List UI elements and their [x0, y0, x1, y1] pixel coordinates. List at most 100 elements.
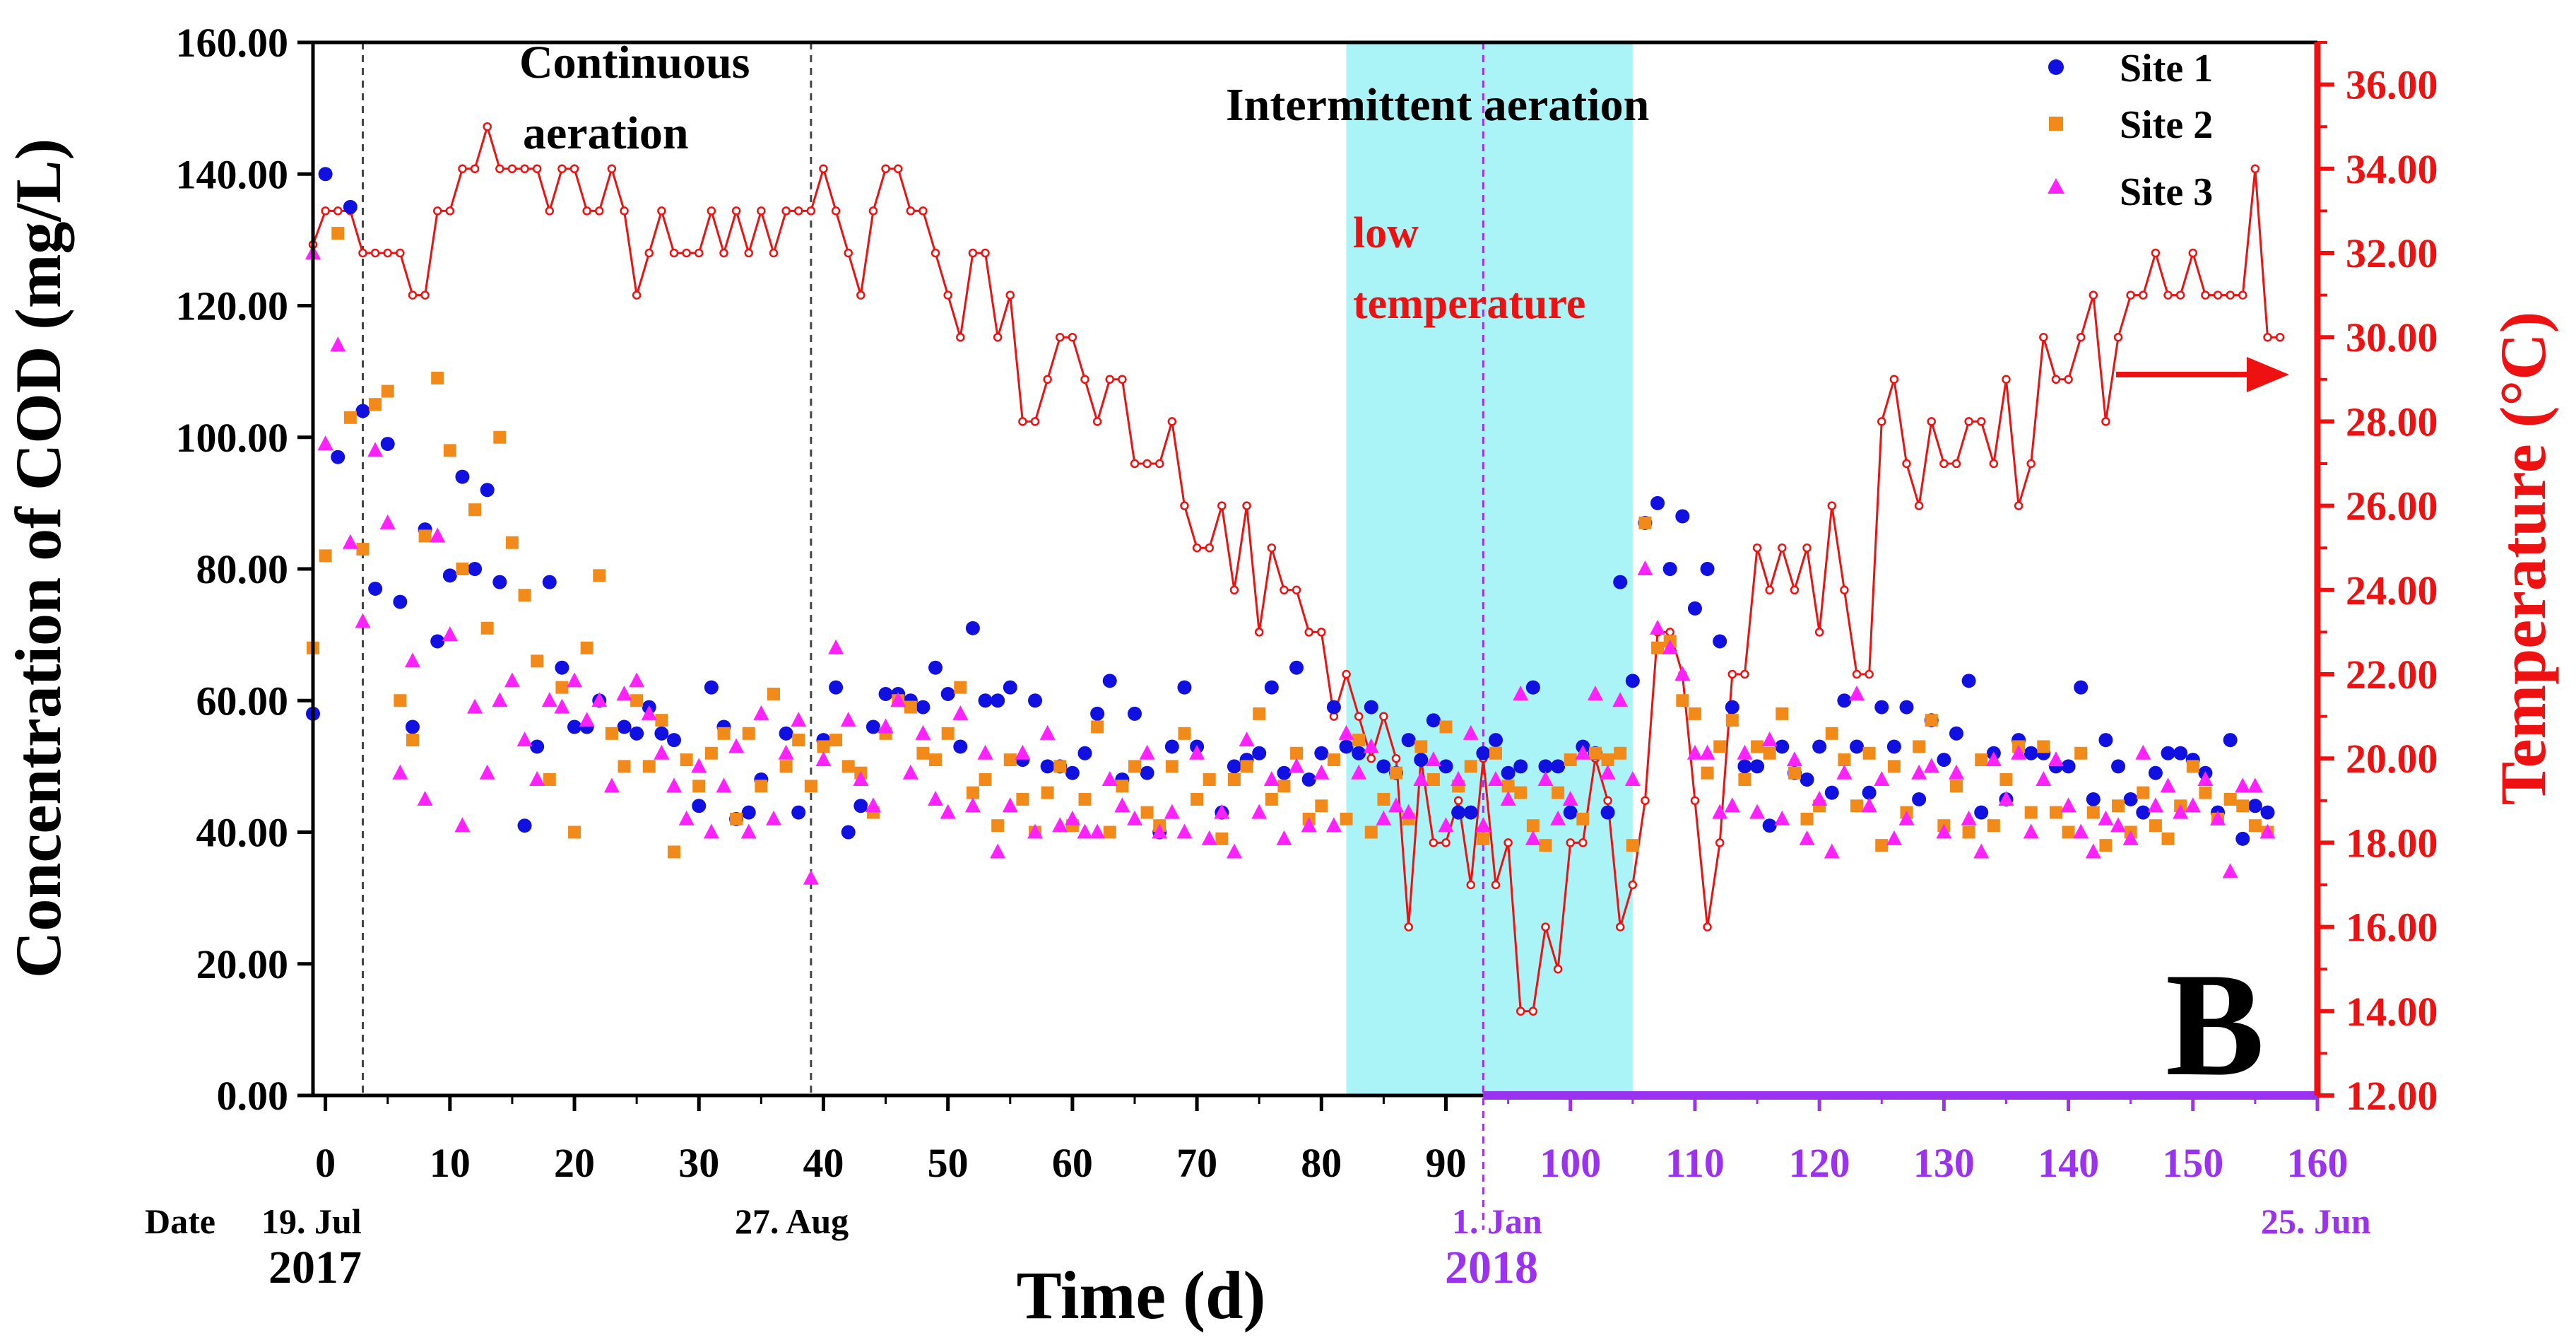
site-3-point [317, 435, 333, 451]
site-1-point [1613, 575, 1628, 589]
site-3-point [778, 744, 794, 760]
y-left-tick-label: 20.00 [196, 941, 289, 987]
site-2-point [1103, 825, 1116, 839]
site-3-point [1612, 692, 1629, 707]
temperature-point [1665, 628, 1674, 637]
site-1-point [741, 805, 756, 820]
site-3-point [1400, 804, 1417, 819]
y-right-tick-label: 26.00 [2346, 483, 2438, 529]
temperature-point [595, 206, 604, 216]
site-3-point [878, 718, 894, 734]
site-1-point [555, 660, 569, 675]
site-1-point [2173, 746, 2188, 760]
site-2-point [804, 780, 817, 793]
site-2-point [1315, 799, 1328, 813]
temperature-point [1379, 712, 1388, 721]
site-2-point [1688, 707, 1701, 720]
temperature-point [1366, 753, 1376, 763]
site-2-point [1949, 780, 1963, 793]
site-1-point [1040, 759, 1055, 774]
x-tick-label: 90 [1426, 1140, 1467, 1186]
site-2-point [555, 681, 569, 694]
annotation-intermittent: Intermittent aeration [1226, 79, 1649, 131]
site-3-point [1562, 790, 1578, 806]
site-3-point [940, 804, 956, 819]
temperature-point [2213, 290, 2223, 300]
year-2018-label: 2018 [1445, 1242, 1538, 1293]
site-2-point [2074, 746, 2088, 760]
temperature-point [1280, 585, 1289, 595]
site-2-point [493, 430, 507, 444]
site-2-point [593, 569, 606, 582]
site-3-point [430, 527, 446, 543]
temperature-point [1491, 880, 1501, 890]
site-2-point [1875, 839, 1889, 852]
site-2-point [443, 444, 456, 457]
temperature-point [420, 290, 430, 300]
site-2-point [2037, 740, 2050, 753]
site-1-point [380, 437, 395, 452]
site-3-point [479, 764, 495, 780]
site-3-point [1998, 790, 2014, 806]
site-2-point [1041, 786, 1054, 799]
site-3-point [1289, 758, 1305, 773]
site-1-point [1314, 746, 1329, 760]
site-2-point [1277, 780, 1291, 793]
temperature-point [582, 206, 591, 216]
site-3-point [629, 672, 645, 688]
temperature-point [2014, 501, 2023, 510]
temperature-point [819, 164, 828, 174]
site-2-point [1850, 799, 1864, 813]
site-1-point [1277, 765, 1292, 780]
temperature-point [1976, 417, 1986, 426]
site-2-point [1016, 792, 1029, 806]
site-3-point [1786, 751, 1802, 767]
site-2-point [1588, 746, 1602, 760]
y-right-tick-label: 20.00 [2346, 736, 2438, 782]
site-2-point [1390, 766, 1403, 780]
site-3-point [853, 771, 869, 786]
site-1-point [2098, 733, 2113, 748]
site-3-point [1438, 817, 1454, 833]
temperature-point [607, 164, 617, 174]
site-2-point [2223, 792, 2237, 806]
temperature-point [719, 248, 728, 258]
temperature-point [2088, 290, 2098, 300]
site-3-point [1077, 823, 1093, 839]
site-1-point [878, 686, 893, 701]
site-2-point [1601, 753, 1614, 767]
y-left-tick-label: 120.00 [176, 283, 289, 329]
x-tick-label: 160 [2287, 1140, 2348, 1186]
site-2-point [2099, 839, 2113, 852]
site-1-point [1364, 700, 1378, 715]
site-2-point [2161, 832, 2175, 845]
x-tick-label: 140 [2038, 1140, 2099, 1186]
site-2-point [505, 536, 519, 549]
site-3-point [1089, 823, 1106, 839]
site-1-point [1164, 739, 1179, 754]
site-1-point [1862, 785, 1877, 800]
temperature-point [620, 206, 629, 216]
site-3-point [2259, 823, 2276, 839]
site-1-point [953, 739, 968, 754]
temperature-point [2226, 290, 2235, 300]
temperature-point [1005, 290, 1015, 300]
site-2-point [991, 819, 1005, 833]
site-2-point [1776, 707, 1789, 720]
temperature-point [1840, 585, 1849, 595]
site-1-point [1102, 674, 1117, 688]
site-3-point [1052, 817, 1068, 833]
temperature-point [2113, 332, 2123, 342]
temperature-point [1018, 417, 1027, 426]
site-3-point [2197, 771, 2214, 786]
legend-marker-site-1 [2048, 59, 2064, 75]
site-1-point [978, 693, 993, 708]
site-2-point [966, 786, 979, 799]
site-1-point [1301, 772, 1316, 787]
temperature-point [545, 206, 555, 216]
site-1-point [530, 739, 545, 754]
site-2-point [1290, 746, 1304, 760]
temperature-point [1130, 459, 1140, 469]
y-right-tick-label: 34.00 [2346, 146, 2438, 192]
temperature-point [358, 248, 367, 258]
